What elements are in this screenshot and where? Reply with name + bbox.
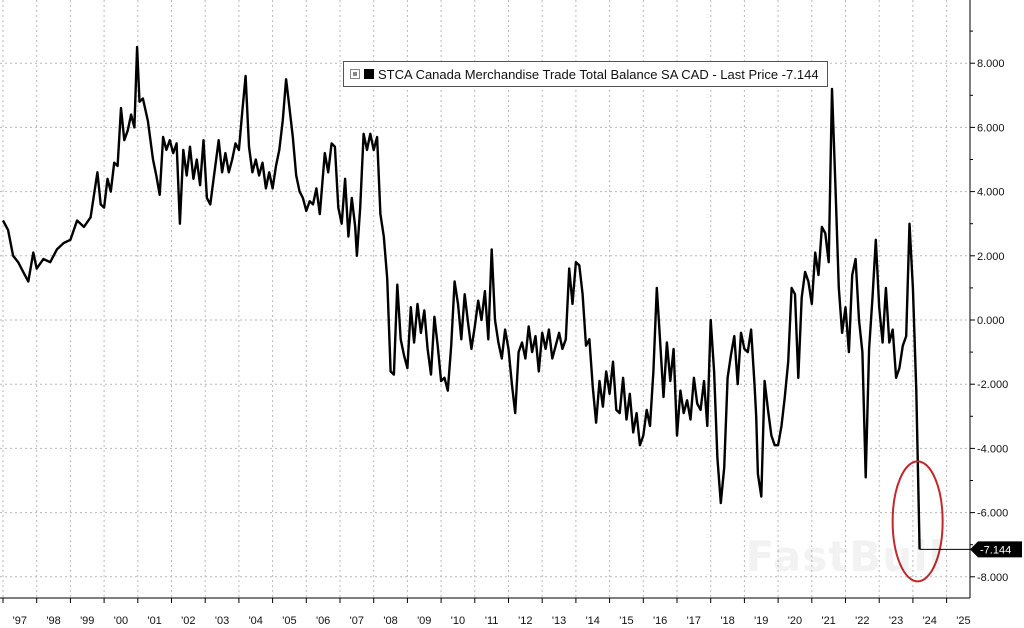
y-tick-label: 6.000	[977, 122, 1005, 134]
x-tick-label: '97	[13, 615, 27, 627]
x-tick-label: '04	[249, 615, 263, 627]
y-axis-ticks: 8.000 6.000 4.000 2.000 0.000 -2.000 -4.000 -6.…	[970, 30, 1008, 584]
y-tick-label: 8.000	[977, 58, 1005, 70]
x-tick-label: '15	[619, 615, 633, 627]
y-tick-label: -4.000	[977, 443, 1008, 455]
x-tick-label: '16	[653, 615, 667, 627]
x-tick-label: '24	[923, 615, 937, 627]
x-tick-label: '11	[485, 615, 499, 627]
y-tick-label: -6.000	[977, 508, 1008, 520]
legend-toggle-icon[interactable]	[350, 69, 360, 79]
x-tick-label: '17	[687, 615, 701, 627]
legend: STCA Canada Merchandise Trade Total Bala…	[343, 61, 828, 87]
last-price-label: -7.144	[980, 544, 1011, 556]
x-tick-label: '20	[788, 615, 802, 627]
x-tick-label: '05	[282, 615, 296, 627]
x-tick-label: '23	[889, 615, 903, 627]
legend-series-swatch	[364, 69, 374, 79]
grid-lines	[0, 0, 970, 598]
x-tick-label: '98	[46, 615, 60, 627]
x-tick-label: '13	[552, 615, 566, 627]
annotations: -7.144	[891, 460, 1022, 583]
x-tick-label: '00	[114, 615, 128, 627]
x-tick-label: '99	[80, 615, 94, 627]
x-tick-label: '19	[754, 615, 768, 627]
last-price-tag	[970, 541, 1022, 558]
x-tick-label: '14	[586, 615, 600, 627]
y-tick-label: 2.000	[977, 251, 1005, 263]
x-tick-label: '18	[720, 615, 734, 627]
x-tick-label: '12	[518, 615, 532, 627]
highlight-ellipse	[891, 460, 944, 583]
x-tick-label: '06	[316, 615, 330, 627]
legend-label: STCA Canada Merchandise Trade Total Bala…	[378, 66, 819, 82]
watermark: FastBull	[745, 532, 944, 581]
series-layer	[1, 45, 921, 550]
x-tick-label: '09	[417, 615, 431, 627]
x-tick-label: '02	[181, 615, 195, 627]
x-tick-label: '21	[821, 615, 835, 627]
x-tick-label: '22	[855, 615, 869, 627]
series-line	[1, 45, 921, 550]
x-tick-label: '25	[956, 615, 970, 627]
y-tick-label: 4.000	[977, 187, 1005, 199]
x-tick-label: '10	[451, 615, 465, 627]
x-tick-label: '07	[350, 615, 364, 627]
x-axis-ticks: '97 '98 '99 '00 '01 '02 '03 '04 '05 '06 '07 '08 '09 '…	[2, 598, 971, 627]
y-tick-label: -8.000	[977, 572, 1008, 584]
x-tick-label: '01	[147, 615, 161, 627]
x-tick-label: '03	[215, 615, 229, 627]
y-tick-label: -2.000	[977, 379, 1008, 391]
x-tick-label: '08	[383, 615, 397, 627]
y-tick-label: 0.000	[977, 315, 1005, 327]
axes	[0, 0, 971, 599]
